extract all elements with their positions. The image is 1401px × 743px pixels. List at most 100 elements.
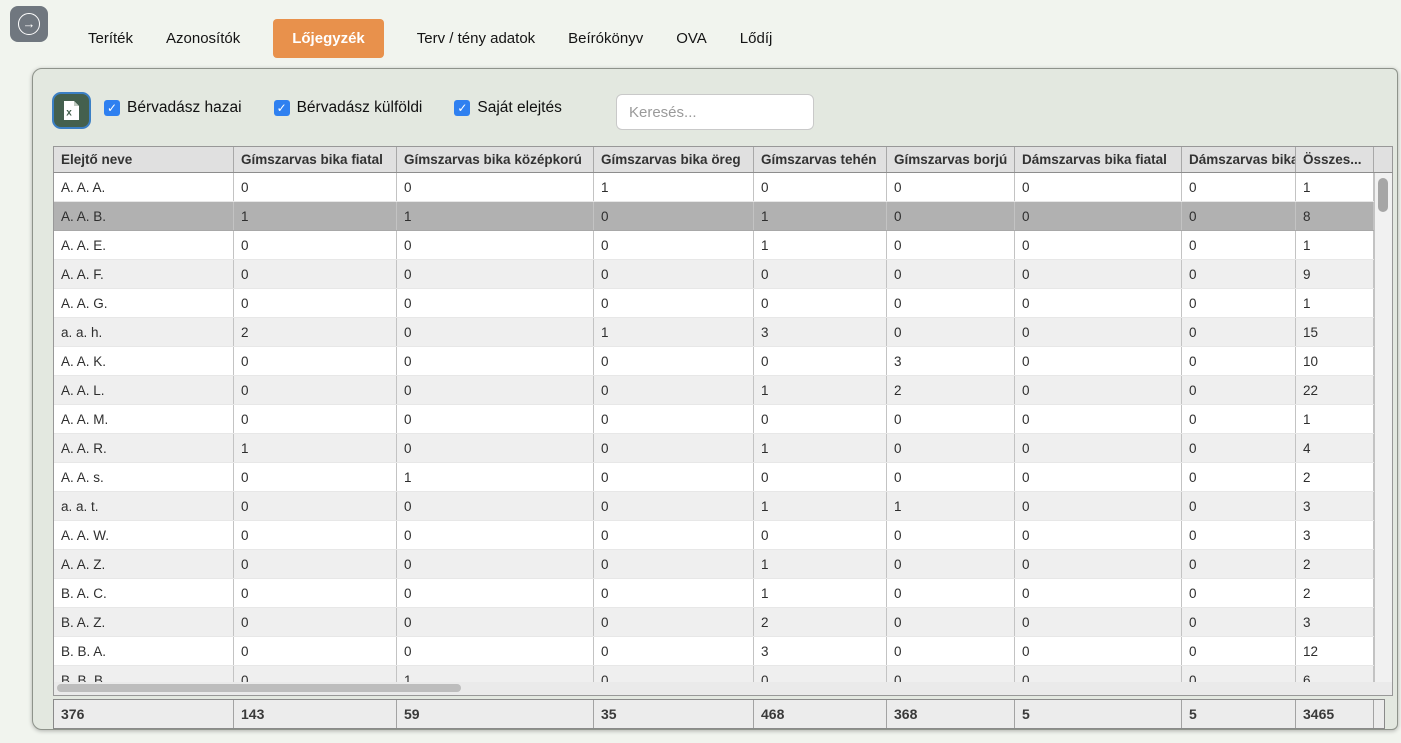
cell-value: 22 xyxy=(1296,376,1374,404)
search-input[interactable] xyxy=(616,94,814,130)
cell-value: 0 xyxy=(887,231,1015,259)
table-row[interactable]: B. A. C. 0 0 0 1 0 0 0 2 xyxy=(54,579,1392,608)
total-cell: 59 xyxy=(397,700,594,728)
cell-value: 0 xyxy=(594,608,754,636)
column-header-d-mszarvas-bika[interactable]: Dámszarvas bika xyxy=(1182,147,1296,172)
table-row[interactable]: B. B. A. 0 0 0 3 0 0 0 12 xyxy=(54,637,1392,666)
tab-l-d-j[interactable]: Lődíj xyxy=(739,29,773,47)
total-cell: 468 xyxy=(754,700,887,728)
column-header-g-mszarvas-bika-fiatal[interactable]: Gímszarvas bika fiatal xyxy=(234,147,397,172)
cell-hunter-name: A. A. Z. xyxy=(54,550,234,578)
cell-hunter-name: A. A. E. xyxy=(54,231,234,259)
checkbox-checked-icon[interactable]: ✓ xyxy=(273,100,290,116)
table-row[interactable]: A. A. A. 0 0 1 0 0 0 0 1 xyxy=(54,173,1392,202)
column-header-g-mszarvas-bika-reg[interactable]: Gímszarvas bika öreg xyxy=(594,147,754,172)
cell-value: 0 xyxy=(594,434,754,462)
cell-value: 0 xyxy=(397,521,594,549)
total-cell: 368 xyxy=(887,700,1015,728)
checkbox-label: Bérvadász külföldi xyxy=(296,99,423,116)
table-row[interactable]: A. A. G. 0 0 0 0 0 0 0 1 xyxy=(54,289,1392,318)
total-cell: 3465 xyxy=(1296,700,1374,728)
table-row[interactable]: B. B. B. 0 1 0 0 0 0 0 6 xyxy=(54,666,1392,682)
cell-value: 0 xyxy=(594,492,754,520)
cell-value: 0 xyxy=(594,521,754,549)
cell-value: 0 xyxy=(887,260,1015,288)
cell-value: 0 xyxy=(594,666,754,682)
cell-value: 0 xyxy=(1015,492,1182,520)
table-header-row: Elejtő neve Gímszarvas bika fiatal Gímszar… xyxy=(53,146,1393,173)
column-header-g-mszarvas-teh-n[interactable]: Gímszarvas tehén xyxy=(754,147,887,172)
tab-l-jegyz-k[interactable]: Lőjegyzék xyxy=(273,18,384,58)
cell-value: 0 xyxy=(887,463,1015,491)
cell-hunter-name: A. A. L. xyxy=(54,376,234,404)
tab-ter-t-k[interactable]: Teríték xyxy=(88,29,134,47)
cell-value: 0 xyxy=(1182,347,1296,375)
cell-value: 0 xyxy=(397,405,594,433)
cell-value: 0 xyxy=(1182,579,1296,607)
cell-value: 0 xyxy=(397,376,594,404)
cell-value: 0 xyxy=(397,579,594,607)
cell-value: 0 xyxy=(887,666,1015,682)
cell-value: 0 xyxy=(1015,318,1182,346)
checkbox-b-rvad-sz-hazai[interactable]: ✓ Bérvadász hazai xyxy=(104,99,242,117)
cell-value: 0 xyxy=(594,347,754,375)
table-row[interactable]: A. A. R. 1 0 0 1 0 0 0 4 xyxy=(54,434,1392,463)
cell-value: 0 xyxy=(1015,376,1182,404)
checkbox-checked-icon[interactable]: ✓ xyxy=(454,100,471,116)
column-header-sszes[interactable]: Összes... xyxy=(1296,147,1374,172)
tab-azonos-t-k[interactable]: Azonosítók xyxy=(166,29,241,47)
excel-file-icon: x xyxy=(64,101,79,120)
checkbox-b-rvad-sz-k-lf-ldi[interactable]: ✓ Bérvadász külföldi xyxy=(273,99,423,117)
tab-ova[interactable]: OVA xyxy=(676,29,707,47)
tab-terv-t-ny-adatok[interactable]: Terv / tény adatok xyxy=(416,29,536,47)
cell-value: 0 xyxy=(1015,202,1182,230)
cell-value: 2 xyxy=(754,608,887,636)
cell-value: 0 xyxy=(1015,289,1182,317)
cell-value: 6 xyxy=(1296,666,1374,682)
table-row[interactable]: A. A. B. 1 1 0 1 0 0 0 8 xyxy=(54,202,1392,231)
table-row[interactable]: A. A. W. 0 0 0 0 0 0 0 3 xyxy=(54,521,1392,550)
total-cell: 5 xyxy=(1182,700,1296,728)
checkbox-checked-icon[interactable]: ✓ xyxy=(104,100,120,116)
cell-value: 0 xyxy=(1182,434,1296,462)
table-row[interactable]: A. A. K. 0 0 0 0 3 0 0 10 xyxy=(54,347,1392,376)
tab-be-r-k-nyv[interactable]: Beírókönyv xyxy=(568,29,644,47)
horizontal-scrollbar-thumb[interactable] xyxy=(57,684,461,692)
table-row[interactable]: A. A. L. 0 0 0 1 2 0 0 22 xyxy=(54,376,1392,405)
excel-export-button[interactable]: x xyxy=(52,92,91,129)
column-header-d-mszarvas-bika-fiatal[interactable]: Dámszarvas bika fiatal xyxy=(1015,147,1182,172)
column-header-g-mszarvas-bika-k-z-pkor[interactable]: Gímszarvas bika középkorú xyxy=(397,147,594,172)
cell-value: 0 xyxy=(594,550,754,578)
cell-value: 0 xyxy=(754,405,887,433)
column-header-g-mszarvas-borj[interactable]: Gímszarvas borjú xyxy=(887,147,1015,172)
sidebar-toggle-button[interactable]: → xyxy=(10,6,48,42)
table-row[interactable]: B. A. Z. 0 0 0 2 0 0 0 3 xyxy=(54,608,1392,637)
cell-value: 0 xyxy=(887,521,1015,549)
vertical-scrollbar-thumb[interactable] xyxy=(1378,178,1388,212)
cell-value: 1 xyxy=(1296,173,1374,201)
table-row[interactable]: A. A. F. 0 0 0 0 0 0 0 9 xyxy=(54,260,1392,289)
cell-hunter-name: B. B. A. xyxy=(54,637,234,665)
cell-value: 1 xyxy=(397,202,594,230)
table-row[interactable]: A. A. M. 0 0 0 0 0 0 0 1 xyxy=(54,405,1392,434)
checkbox-saj-t-elejt-s[interactable]: ✓ Saját elejtés xyxy=(454,99,562,117)
column-header-elejt-neve[interactable]: Elejtő neve xyxy=(54,147,234,172)
cell-value: 0 xyxy=(397,173,594,201)
cell-value: 0 xyxy=(397,289,594,317)
cell-hunter-name: A. A. K. xyxy=(54,347,234,375)
table-row[interactable]: A. A. s. 0 1 0 0 0 0 0 2 xyxy=(54,463,1392,492)
total-cell: 35 xyxy=(594,700,754,728)
cell-value: 8 xyxy=(1296,202,1374,230)
horizontal-scrollbar[interactable] xyxy=(53,682,1393,696)
cell-value: 3 xyxy=(1296,608,1374,636)
cell-value: 0 xyxy=(887,405,1015,433)
table-row[interactable]: A. A. Z. 0 0 0 1 0 0 0 2 xyxy=(54,550,1392,579)
cell-hunter-name: A. A. W. xyxy=(54,521,234,549)
cell-value: 0 xyxy=(754,260,887,288)
table-row[interactable]: a. a. t. 0 0 0 1 1 0 0 3 xyxy=(54,492,1392,521)
cell-value: 0 xyxy=(1182,260,1296,288)
table-row[interactable]: A. A. E. 0 0 0 1 0 0 0 1 xyxy=(54,231,1392,260)
cell-value: 0 xyxy=(594,376,754,404)
table-row[interactable]: a. a. h. 2 0 1 3 0 0 0 15 xyxy=(54,318,1392,347)
vertical-scrollbar[interactable] xyxy=(1374,173,1392,682)
